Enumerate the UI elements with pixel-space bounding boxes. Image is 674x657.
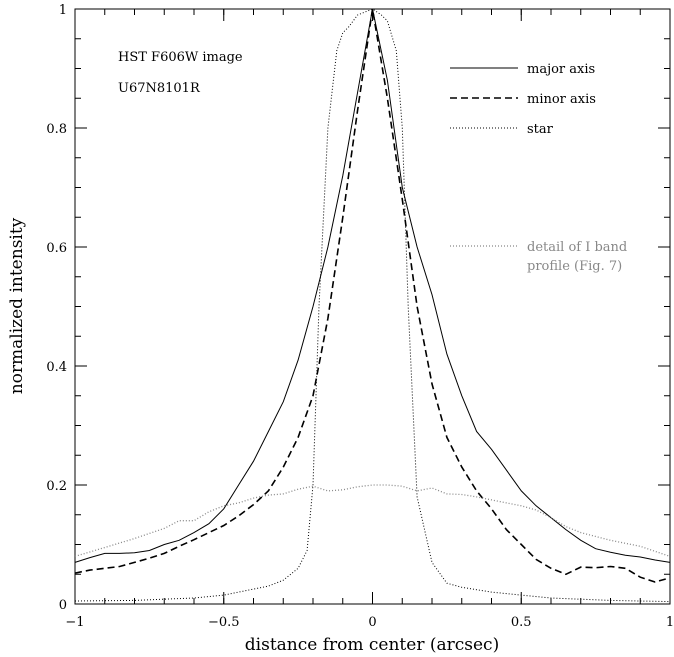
x-tick-label: 1	[666, 615, 674, 630]
series-line-minor-axis	[74, 8, 671, 583]
annotation-dataset-id: U67N8101R	[118, 81, 201, 96]
axis-ticks	[74, 8, 671, 605]
y-tick-label: 0	[59, 598, 67, 613]
x-tick-label: 0.5	[511, 615, 532, 630]
y-tick-label: 0.8	[46, 122, 67, 137]
legend-label-i-band-line2: profile (Fig. 7)	[527, 259, 622, 274]
x-tick-label: 0	[368, 615, 376, 630]
legend-label-i-band-line1: detail of I band	[527, 240, 627, 255]
series-line-detail-of-i-band-profile-fig-7	[74, 484, 671, 558]
legend-label-major-axis: major axis	[527, 62, 595, 77]
y-tick-label: 0.2	[46, 479, 67, 494]
y-tick-label: 1	[59, 3, 67, 18]
series-layer	[74, 8, 671, 603]
tick-labels: −1 −0.5 0 0.5 1 0 0.2 0.4 0.6 0.8 1	[46, 3, 674, 630]
y-tick-label: 0.6	[46, 241, 67, 256]
legend-label-star: star	[527, 122, 554, 137]
x-tick-label: −1	[65, 615, 84, 630]
y-axis-label: normalized intensity	[7, 217, 27, 394]
y-tick-label: 0.4	[46, 360, 67, 375]
annotation-instrument: HST F606W image	[118, 50, 243, 65]
legend: major axis minor axis star detail of I b…	[450, 62, 627, 274]
legend-label-minor-axis: minor axis	[527, 92, 596, 107]
x-axis-label: distance from center (arcsec)	[245, 635, 499, 655]
x-tick-label: −0.5	[208, 615, 240, 630]
